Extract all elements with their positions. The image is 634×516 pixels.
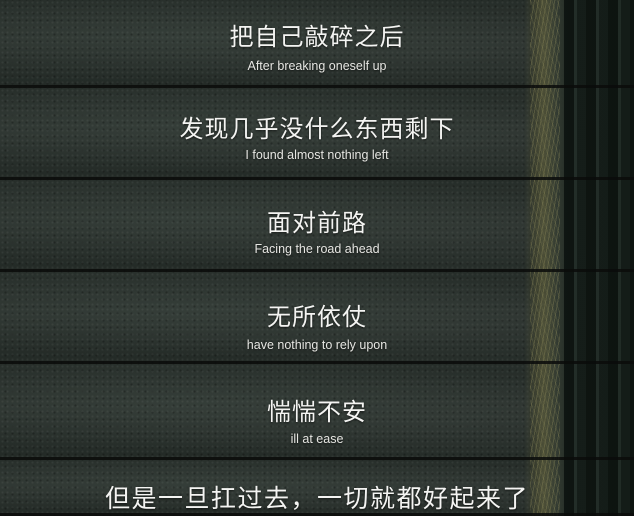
- subtitle-en: After breaking oneself up: [247, 59, 387, 73]
- subtitle-zh: 发现几乎没什么东西剩下: [179, 115, 455, 143]
- frame-1: 把自己敲碎之后 After breaking oneself up: [0, 0, 634, 88]
- grass-edge: [524, 0, 634, 88]
- frame-6: 但是一旦扛过去，一切就都好起来了: [0, 460, 634, 516]
- subtitle-zh: 无所依仗: [267, 303, 367, 331]
- subtitle-zh: 把自己敲碎之后: [229, 23, 405, 51]
- subtitle-zh: 面对前路: [267, 209, 367, 237]
- grass-edge: [524, 272, 634, 364]
- grass-edge: [524, 180, 634, 272]
- subtitle-en: ill at ease: [290, 432, 344, 446]
- frame-4: 无所依仗 have nothing to rely upon: [0, 272, 634, 364]
- grass-edge: [524, 460, 634, 516]
- subtitle-zh: 惴惴不安: [267, 398, 367, 426]
- frame-2: 发现几乎没什么东西剩下 I found almost nothing left: [0, 88, 634, 180]
- subtitle-en: Facing the road ahead: [254, 242, 380, 256]
- frame-3: 面对前路 Facing the road ahead: [0, 180, 634, 272]
- grass-edge: [524, 364, 634, 460]
- grass-edge: [524, 88, 634, 180]
- subtitle-en: have nothing to rely upon: [246, 338, 388, 352]
- subtitle-en: I found almost nothing left: [245, 148, 389, 162]
- subtitle-zh: 但是一旦扛过去，一切就都好起来了: [104, 484, 529, 513]
- frame-5: 惴惴不安 ill at ease: [0, 364, 634, 460]
